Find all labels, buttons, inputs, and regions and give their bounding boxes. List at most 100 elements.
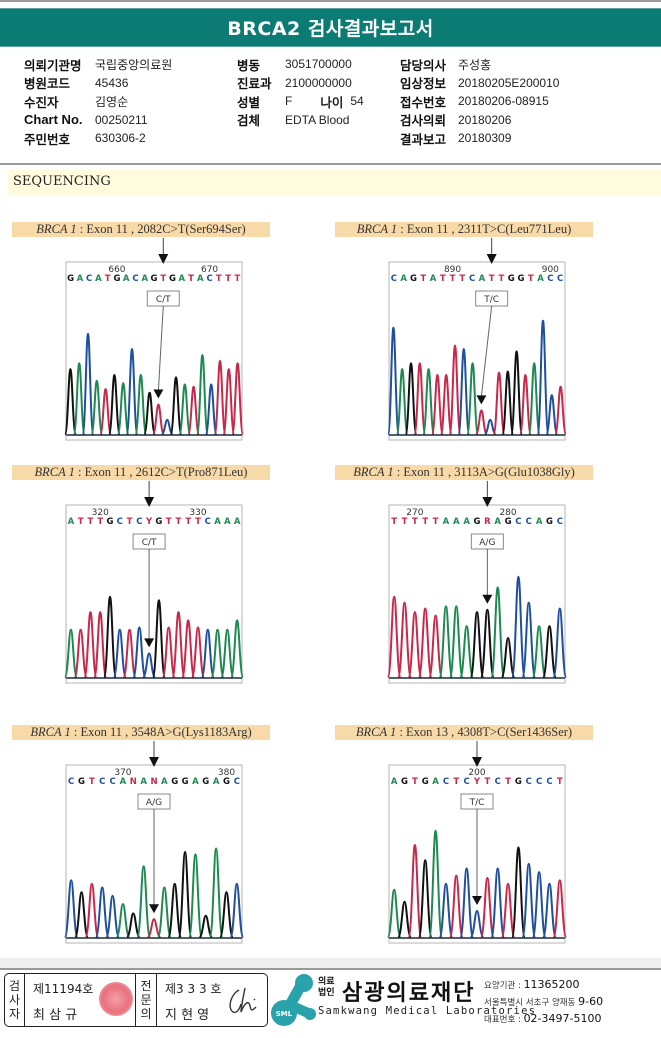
base-call: T: [402, 517, 408, 527]
base-call: C: [464, 777, 470, 787]
trace-peak: [177, 851, 193, 938]
gene-name: BRCA 1: [353, 465, 394, 479]
variant-caption: BRCA 1 : Exon 11 , 2311T>C(Leu771Leu): [335, 222, 593, 237]
base-call: A: [443, 517, 450, 527]
base-call: T: [97, 517, 103, 527]
trace-peak: [122, 628, 137, 678]
trace-peak: [229, 882, 245, 938]
variant-detail: : Exon 11 , 2082C>T(Ser694Ser): [76, 222, 246, 236]
trace-peak: [404, 362, 418, 435]
trace-peak: [143, 391, 157, 435]
base-call: G: [67, 274, 74, 284]
specialist-name: 지 현 영: [165, 1008, 210, 1023]
base-call: T: [440, 274, 446, 284]
info-label: 병동: [237, 57, 261, 73]
gene-name: BRCA 1: [355, 725, 397, 739]
info-value: 주성홍: [458, 57, 492, 72]
position-label: 890: [444, 265, 461, 275]
trace-peak: [84, 882, 100, 938]
position-label: 900: [542, 265, 559, 275]
gene-name: BRCA 1: [34, 465, 75, 479]
trace-peak: [554, 385, 568, 435]
info-row-receipt-no: 접수번호 20180206-08915: [400, 92, 559, 111]
info-value: F: [285, 94, 293, 109]
info-row-specimen: 검체 EDTA Blood: [237, 111, 364, 130]
trace-peak: [448, 605, 464, 678]
info-value: 20180206-08915: [458, 94, 549, 109]
trace-peak: [204, 383, 218, 435]
variant-caption: BRCA 1 : Exon 13 , 4308T>C(Ser1436Ser): [335, 725, 593, 740]
trace-peak: [484, 418, 497, 435]
base-call: T: [166, 517, 172, 527]
base-call: G: [422, 777, 429, 787]
position-label: 670: [201, 265, 218, 275]
base-call: A: [453, 517, 460, 527]
trace-peak: [479, 876, 495, 938]
base-call: C: [68, 777, 74, 787]
base-call: T: [176, 517, 182, 527]
base-call: T: [450, 274, 456, 284]
pointer-arrow-head: [472, 757, 482, 767]
trace-peak: [83, 611, 98, 678]
trace-peak: [230, 619, 245, 678]
contact-institution-code: 요양기관 : 11365200: [484, 978, 580, 991]
trace-peak: [407, 843, 423, 938]
info-value: 20180309: [458, 131, 512, 146]
trace-peak: [63, 879, 79, 938]
base-call: C: [495, 777, 501, 787]
age-value: 54: [350, 94, 364, 109]
plot-frame: [65, 261, 243, 441]
variant-detail: : Exon 11 , 2311T>C(Leu771Leu): [397, 222, 572, 236]
base-call: A: [140, 777, 147, 787]
examiner-name: 최 삼 규: [33, 1008, 78, 1023]
base-call: A: [161, 777, 168, 787]
base-call: G: [505, 517, 512, 527]
info-label: 병원코드: [24, 76, 71, 92]
trace-peak: [112, 628, 127, 678]
info-row-patient-name: 수진자 김영순: [24, 92, 172, 111]
base-call: A: [430, 274, 437, 284]
base-call: A: [494, 517, 501, 527]
base-call: C: [205, 517, 211, 527]
trace-peak: [171, 611, 186, 678]
trace-peak: [438, 882, 454, 938]
base-call: T: [412, 517, 418, 527]
position-label: 200: [468, 768, 485, 778]
specialist-label: 전문의: [140, 979, 152, 1021]
trace-peak: [386, 888, 402, 938]
base-call: C: [109, 777, 115, 787]
trace-peak: [417, 607, 433, 678]
base-call: G: [410, 274, 417, 284]
info-label: 의뢰기관명: [24, 57, 82, 73]
trace-peak: [231, 362, 245, 435]
examiner-label: 검사자: [8, 979, 21, 1021]
trace-peak: [200, 628, 215, 678]
trace-peak: [466, 362, 480, 435]
trace-peak: [428, 614, 443, 678]
info-label: 접수번호: [400, 94, 447, 110]
base-call: G: [78, 777, 85, 787]
trace-peak: [142, 652, 157, 678]
base-call: C: [132, 274, 138, 284]
trace-peak: [178, 383, 192, 435]
trace-peak: [395, 368, 409, 435]
sml-logo-icon: SML: [271, 974, 316, 1026]
base-call: C: [469, 274, 475, 284]
trace-peak: [213, 359, 227, 435]
base-call: C: [136, 517, 142, 527]
variant-pointer-line: [480, 305, 493, 397]
genotype-call-label: T/C: [483, 295, 499, 305]
trace-peak: [531, 871, 547, 938]
trace-peak: [469, 910, 485, 938]
info-row-sex-age: 성별 F 나이 54: [237, 92, 364, 111]
trace-peak: [94, 886, 110, 938]
base-call: T: [489, 274, 495, 284]
trace-peak: [190, 626, 206, 678]
trace-peak: [474, 409, 488, 435]
base-call: N: [150, 777, 157, 787]
trace-peak: [469, 611, 485, 678]
base-call: A: [192, 777, 199, 787]
info-row-ward: 병동 3051700000: [237, 55, 364, 74]
